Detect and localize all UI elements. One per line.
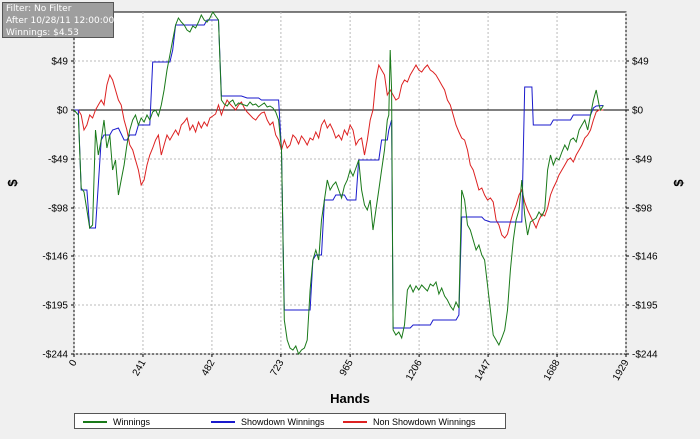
winnings-summary: Winnings: $4.53 xyxy=(6,28,79,38)
y-tick-label-right: $49 xyxy=(632,57,649,68)
chart-legend: Winnings Showdown Winnings Non Showdown … xyxy=(74,413,506,429)
filter-info-box: Filter: No Filter After 10/28/11 12:00:0… xyxy=(2,2,114,38)
y-tick-label-right: -$244 xyxy=(632,350,658,361)
legend-item-winnings: Winnings xyxy=(83,416,150,428)
x-tick-label: 1929 xyxy=(611,358,632,383)
x-tick-label: 965 xyxy=(338,358,356,378)
legend-item-showdown: Showdown Winnings xyxy=(211,416,325,428)
y-tick-label-left: -$244 xyxy=(42,350,68,361)
y-tick-label-left: -$98 xyxy=(48,204,68,215)
legend-swatch-winnings xyxy=(83,421,107,423)
series-line-winnings xyxy=(73,11,604,356)
x-tick-label: 1447 xyxy=(473,358,494,383)
y-tick-label-left: -$146 xyxy=(42,252,68,263)
legend-label-showdown: Showdown Winnings xyxy=(241,417,325,427)
plot-area xyxy=(73,11,627,355)
x-tick-label: 241 xyxy=(131,358,149,378)
x-tick-label: 723 xyxy=(269,358,287,378)
legend-swatch-non-showdown xyxy=(343,421,367,423)
x-tick-label: 1688 xyxy=(542,358,563,383)
y-tick-label-right: -$49 xyxy=(632,155,652,166)
y-tick-label-left: -$195 xyxy=(42,301,68,312)
filter-label: Filter: No Filter xyxy=(6,4,72,14)
y-tick-label-left: -$49 xyxy=(48,155,68,166)
legend-label-non-showdown: Non Showdown Winnings xyxy=(373,417,476,427)
legend-swatch-showdown xyxy=(211,421,235,423)
y-tick-label-left: $49 xyxy=(51,57,68,68)
y-tick-label-left: $0 xyxy=(57,106,69,117)
legend-label-winnings: Winnings xyxy=(113,417,151,427)
y-axis-label-left: $ xyxy=(5,179,20,187)
y-axis-label-right: $ xyxy=(671,179,686,187)
y-tick-label-right: -$98 xyxy=(632,204,652,215)
x-tick-label: 1206 xyxy=(404,358,425,383)
y-tick-label-right: -$195 xyxy=(632,301,658,312)
x-tick-label: 0 xyxy=(67,358,80,369)
legend-item-non-showdown: Non Showdown Winnings xyxy=(343,416,476,428)
date-filter-label: After 10/28/11 12:00:00 xyxy=(6,16,115,26)
x-axis-label: Hands xyxy=(330,391,370,406)
x-tick-label: 482 xyxy=(200,358,218,378)
series-line-non-showdown-winnings xyxy=(74,63,604,239)
y-tick-label-right: -$146 xyxy=(632,252,658,263)
y-tick-label-right: $0 xyxy=(632,106,644,117)
